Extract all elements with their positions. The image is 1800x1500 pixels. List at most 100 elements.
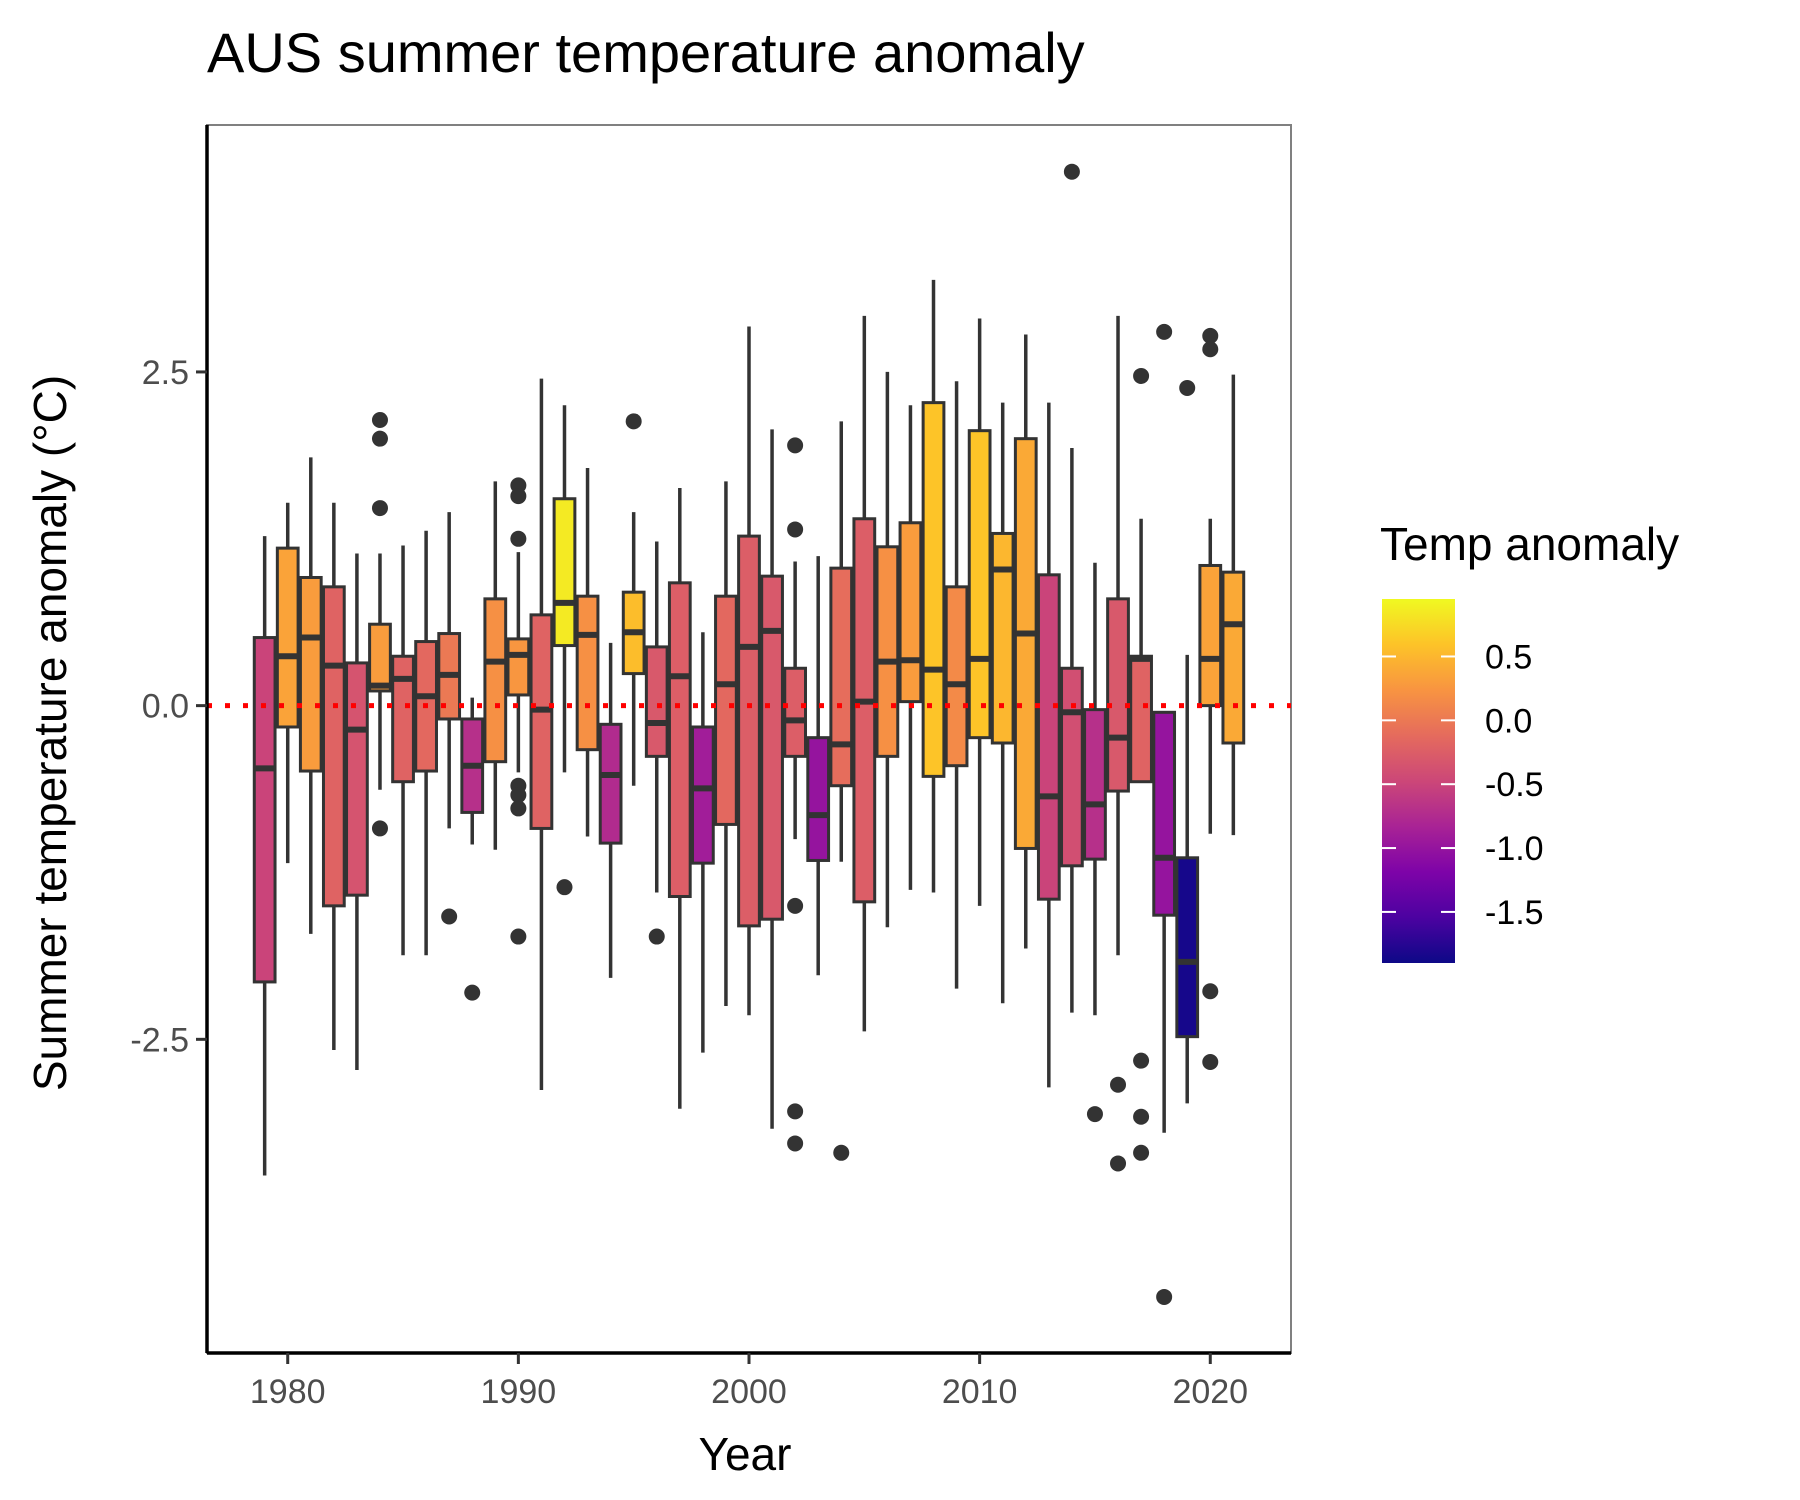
box-body: [1060, 666, 1084, 868]
box-2004: [829, 421, 854, 1161]
box-body: [644, 645, 669, 758]
legend-ticks-layer: 0.5 0.0 -0.5 -1.0 -1.5: [1382, 638, 1544, 932]
box-1990: [506, 477, 531, 945]
box-body: [252, 636, 277, 984]
box-1992: [552, 405, 577, 896]
box-body: [552, 497, 577, 648]
box-2019: [1175, 379, 1200, 1104]
box-1984: [368, 411, 392, 837]
outlier-point: [1086, 1106, 1103, 1123]
box-2000: [737, 326, 761, 1016]
box-2002: [783, 437, 808, 1152]
box-1998: [690, 632, 715, 1053]
outlier-point: [1063, 163, 1080, 180]
box-body: [714, 594, 738, 826]
box-body: [529, 613, 554, 830]
box-2013: [1036, 402, 1061, 1088]
box-1991: [529, 378, 554, 1091]
box-body: [875, 545, 900, 758]
x-tick-label: 2020: [1172, 1373, 1248, 1411]
box-1996: [644, 541, 669, 945]
box-body: [1013, 437, 1038, 850]
outlier-point: [648, 928, 665, 945]
box-1989: [483, 481, 508, 850]
box-2007: [898, 405, 923, 890]
outlier-point: [1110, 1155, 1127, 1172]
box-body: [1036, 573, 1061, 901]
x-axis-title: Year: [699, 1428, 792, 1480]
outlier-point: [625, 413, 642, 430]
x-tick-label: 2000: [711, 1373, 787, 1411]
box-body: [690, 725, 715, 865]
box-1987: [437, 512, 462, 925]
outlier-point: [1202, 1054, 1219, 1071]
legend-tick-label: -1.0: [1485, 830, 1544, 868]
box-body: [667, 581, 692, 899]
y-tick-label: 0.0: [142, 688, 189, 726]
outlier-point: [510, 800, 527, 817]
box-body: [898, 521, 923, 704]
outlier-point: [1179, 379, 1196, 396]
box-2016: [1106, 315, 1130, 1172]
box-1997: [667, 488, 692, 1109]
outlier-point: [1202, 327, 1219, 344]
box-2009: [944, 381, 969, 989]
box-body: [783, 666, 808, 758]
legend-tick-label: -1.5: [1485, 894, 1544, 932]
box-1982: [321, 502, 346, 1051]
box-2020: [1198, 327, 1223, 1071]
x-tick-label: 1990: [481, 1373, 557, 1411]
outlier-point: [1156, 323, 1173, 340]
outlier-point: [787, 437, 804, 454]
outlier-point: [1202, 341, 1219, 358]
legend-tick-label: 0.0: [1485, 702, 1532, 740]
outlier-point: [510, 928, 527, 945]
outlier-point: [510, 530, 527, 547]
box-1985: [391, 545, 415, 956]
outlier-point: [1133, 367, 1150, 384]
box-body: [829, 566, 854, 788]
box-body: [483, 597, 508, 764]
outlier-point: [1110, 1076, 1127, 1093]
box-2005: [852, 315, 877, 1032]
legend-colorbar: [1382, 599, 1455, 963]
box-body: [1152, 710, 1177, 917]
legend-tick-label: 0.5: [1485, 638, 1532, 676]
box-1995: [621, 413, 646, 786]
box-body: [760, 574, 784, 921]
box-2010: [967, 318, 992, 906]
outlier-point: [371, 820, 388, 837]
box-body: [806, 736, 831, 862]
box-1993: [575, 468, 600, 837]
box-body: [275, 546, 300, 729]
outlier-point: [1156, 1288, 1173, 1305]
outlier-point: [464, 984, 481, 1001]
box-1994: [598, 642, 623, 978]
box-1980: [275, 502, 300, 864]
box-1986: [414, 530, 438, 956]
box-2014: [1060, 163, 1084, 1013]
box-body: [737, 534, 761, 928]
outlier-point: [556, 879, 573, 896]
box-2011: [990, 402, 1015, 1004]
outlier-point: [1133, 1108, 1150, 1125]
box-2021: [1221, 374, 1246, 836]
box-body: [598, 722, 623, 845]
box-1999: [714, 481, 738, 1006]
box-1983: [345, 553, 369, 1071]
box-body: [1221, 570, 1246, 745]
outlier-point: [510, 787, 527, 804]
box-body: [298, 575, 323, 773]
box-body: [921, 401, 946, 778]
outlier-point: [787, 1135, 804, 1152]
outlier-point: [1202, 983, 1219, 1000]
box-2015: [1083, 562, 1107, 1123]
box-2017: [1129, 367, 1153, 1161]
box-2003: [806, 556, 831, 976]
box-body: [990, 531, 1015, 745]
box-2008: [921, 279, 946, 893]
chart-title: AUS summer temperature anomaly: [207, 21, 1085, 84]
outlier-point: [1133, 1052, 1150, 1069]
box-2006: [875, 371, 900, 928]
